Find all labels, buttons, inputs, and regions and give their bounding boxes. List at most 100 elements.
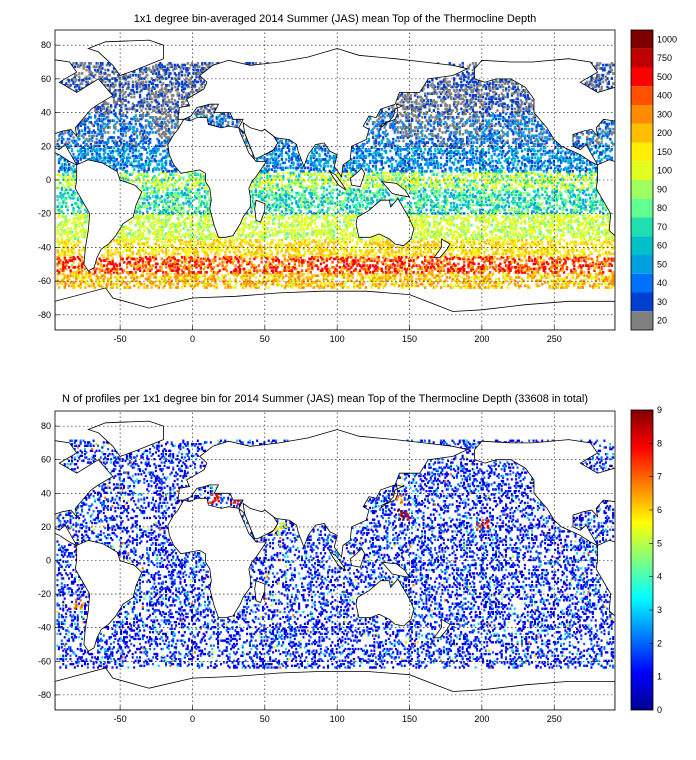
top-data-cell [59, 262, 62, 266]
top-data-cell [143, 228, 146, 232]
top-data-cell [581, 233, 585, 237]
top-data-cell [62, 247, 65, 251]
top-data-cell [476, 217, 479, 220]
top-data-cell [306, 284, 310, 288]
top-data-cell [81, 277, 84, 281]
top-data-cell [594, 245, 598, 249]
top-data-cell [410, 265, 414, 269]
top-data-cell [69, 259, 72, 262]
top-data-cell [389, 265, 392, 269]
top-data-cell [331, 232, 334, 235]
top-data-cell [230, 244, 233, 247]
top-data-cell [606, 245, 609, 249]
top-data-cell [69, 281, 72, 284]
top-data-cell [518, 271, 521, 274]
top-data-cell [68, 265, 71, 269]
top-data-cell [409, 272, 412, 276]
top-data-cell [395, 259, 398, 262]
top-data-cell [588, 227, 592, 230]
top-data-cell [136, 220, 139, 224]
top-data-cell [63, 259, 66, 262]
top-data-cell [289, 272, 292, 276]
top-data-cell [493, 227, 496, 230]
top-data-cell [128, 228, 132, 232]
top-data-cell [83, 274, 87, 278]
top-data-cell [183, 267, 187, 271]
top-data-cell [415, 250, 418, 254]
top-data-cell [541, 215, 544, 219]
top-data-cell [418, 237, 421, 240]
top-data-cell [283, 286, 286, 289]
top-data-cell [141, 260, 145, 264]
top-data-cell [370, 237, 373, 240]
top-data-cell [405, 244, 408, 247]
top-data-cell [500, 286, 503, 289]
top-data-cell [185, 282, 188, 286]
top-data-cell [481, 237, 485, 240]
top-data-cell [548, 276, 551, 279]
top-data-cell [500, 267, 503, 271]
top-data-cell [134, 215, 137, 219]
top-data-cell [520, 235, 524, 239]
top-data-cell [390, 259, 394, 262]
top-data-cell [82, 233, 85, 237]
top-data-cell [175, 286, 178, 289]
top-data-cell [250, 235, 253, 239]
top-data-cell [314, 264, 317, 267]
top-data-cell [426, 260, 430, 264]
top-data-cell [293, 259, 297, 262]
top-data-cell [335, 217, 339, 220]
top-data-cell [465, 252, 469, 256]
top-data-cell [548, 267, 551, 271]
top-data-cell [328, 282, 331, 286]
top-data-cell [415, 218, 418, 222]
top-data-cell [199, 245, 203, 249]
top-data-cell [151, 247, 155, 251]
top-data-cell [204, 222, 207, 225]
top-data-cell [328, 255, 331, 259]
top-data-cell [518, 215, 521, 219]
top-data-cell [571, 262, 574, 266]
top-data-cell [493, 215, 496, 219]
top-data-cell [429, 279, 433, 283]
top-data-cell [369, 238, 372, 242]
top-data-cell [345, 262, 349, 266]
top-data-cell [227, 259, 230, 262]
top-data-cell [199, 272, 203, 276]
top-data-cell [325, 269, 328, 273]
top-data-cell [254, 250, 258, 254]
top-data-cell [153, 237, 156, 240]
top-data-cell [437, 244, 440, 247]
top-data-cell [311, 255, 314, 259]
top-data-cell [166, 274, 169, 278]
top-data-cell [515, 284, 518, 288]
top-data-cell [353, 215, 356, 219]
top-data-cell [193, 276, 197, 279]
top-data-cell [270, 279, 273, 283]
top-data-cell [520, 238, 524, 242]
top-data-cell [351, 272, 354, 276]
top-data-cell [293, 249, 297, 252]
top-data-cell [59, 267, 62, 271]
top-data-cell [405, 249, 408, 252]
top-data-cell [442, 264, 446, 267]
top-data-cell [376, 244, 379, 247]
top-data-cell [322, 215, 326, 219]
top-data-cell [227, 272, 230, 276]
top-data-cell [240, 284, 243, 288]
top-data-cell [189, 237, 192, 240]
top-data-cell [399, 262, 402, 266]
top-data-cell [72, 257, 75, 261]
top-data-cell [502, 255, 505, 259]
top-data-cell [437, 240, 440, 244]
top-data-cell [461, 242, 464, 246]
top-data-cell [421, 218, 424, 222]
top-data-cell [286, 235, 289, 239]
top-data-cell [396, 260, 399, 264]
top-data-cell [240, 233, 243, 237]
top-data-cell [273, 222, 276, 225]
top-data-cell [153, 230, 156, 234]
top-data-cell [412, 271, 415, 274]
top-data-cell [234, 269, 237, 273]
top-data-cell [192, 281, 195, 284]
